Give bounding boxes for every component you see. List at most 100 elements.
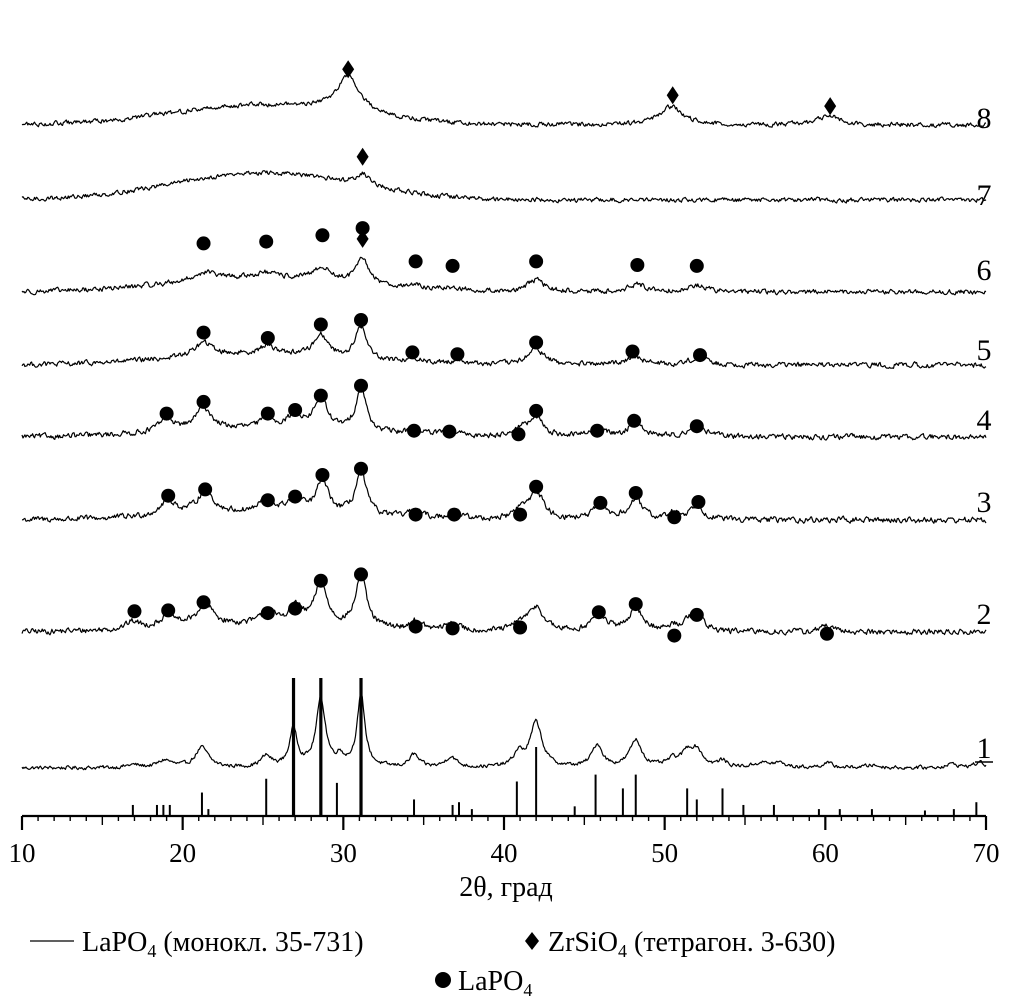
lapo4-circle-marker bbox=[196, 394, 211, 409]
x-tick-label: 30 bbox=[330, 838, 357, 868]
curve-label-4: 4 bbox=[977, 404, 992, 437]
x-tick-label: 70 bbox=[973, 838, 1000, 868]
zrsio4-diamond-marker bbox=[342, 60, 355, 79]
lapo4-circle-marker bbox=[354, 567, 369, 582]
peak-markers bbox=[127, 60, 837, 643]
zrsio4-diamond-marker bbox=[824, 97, 837, 116]
lapo4-circle-marker bbox=[513, 507, 528, 522]
lapo4-circle-marker bbox=[529, 335, 544, 350]
lapo4-circle-marker bbox=[288, 489, 303, 504]
lapo4-circle-marker bbox=[442, 424, 457, 439]
curve-6 bbox=[21, 256, 987, 296]
curve-label-6: 6 bbox=[977, 254, 992, 287]
lapo4-circle-marker bbox=[445, 258, 460, 273]
lapo4-circle-marker bbox=[288, 601, 303, 616]
curve-label-1: 1 bbox=[977, 732, 992, 765]
curve-label-3: 3 bbox=[977, 486, 992, 519]
lapo4-circle-marker bbox=[407, 423, 422, 438]
reference-sticks bbox=[131, 678, 978, 816]
lapo4-circle-marker bbox=[625, 344, 640, 359]
lapo4-circle-marker bbox=[260, 493, 275, 508]
lapo4-circle-marker bbox=[513, 620, 528, 635]
curve-4 bbox=[21, 387, 987, 441]
lapo4-circle-marker bbox=[161, 488, 176, 503]
lapo4-circle-marker bbox=[354, 378, 369, 393]
lapo4-circle-marker bbox=[127, 604, 142, 619]
lapo4-circle-marker bbox=[161, 603, 176, 618]
x-axis bbox=[20, 814, 988, 830]
lapo4-circle-marker bbox=[628, 597, 643, 612]
lapo4-circle-marker bbox=[354, 313, 369, 327]
lapo4-circle-marker bbox=[260, 606, 275, 621]
lapo4-circle-marker bbox=[529, 479, 544, 494]
lapo4-circle-marker bbox=[196, 595, 211, 610]
lapo4-circle-marker bbox=[315, 228, 330, 243]
lapo4-circle-marker bbox=[260, 406, 275, 421]
x-tick-label: 40 bbox=[491, 838, 518, 868]
lapo4-circle-marker bbox=[593, 495, 608, 510]
lapo4-circle-marker bbox=[260, 331, 275, 345]
lapo4-circle-marker bbox=[288, 403, 303, 417]
zrsio4-diamond-marker bbox=[666, 86, 679, 105]
curves bbox=[21, 73, 987, 771]
zrsio4-diamond-marker bbox=[356, 147, 369, 166]
legend-circle-label: LaPO bbox=[458, 966, 523, 997]
legend-diamond-icon bbox=[525, 932, 539, 950]
curve-label-2: 2 bbox=[977, 598, 992, 631]
lapo4-circle-marker bbox=[689, 607, 704, 622]
legend-diamond-text: ZrSiO4 (тетрагон. 3-630) bbox=[548, 927, 835, 961]
lapo4-circle-marker bbox=[591, 605, 606, 620]
lapo4-circle-marker bbox=[259, 234, 274, 249]
lapo4-circle-marker bbox=[159, 406, 174, 421]
x-tick-label: 20 bbox=[169, 838, 196, 868]
legend: LaPO4 (монокл. 35-731) ZrSiO4 (тетрагон.… bbox=[30, 927, 835, 1000]
lapo4-circle-marker bbox=[313, 573, 328, 588]
lapo4-circle-marker bbox=[450, 347, 465, 362]
lapo4-circle-marker bbox=[689, 419, 704, 434]
lapo4-circle-marker bbox=[819, 626, 834, 641]
legend-circle-icon bbox=[435, 972, 451, 988]
lapo4-circle-marker bbox=[196, 325, 211, 340]
lapo4-circle-marker bbox=[667, 628, 682, 643]
lapo4-circle-marker bbox=[590, 423, 605, 438]
lapo4-circle-marker bbox=[529, 254, 544, 269]
lapo4-circle-marker bbox=[445, 621, 460, 636]
x-axis-title: 2θ, град bbox=[459, 872, 553, 903]
x-tick-label: 10 bbox=[9, 838, 36, 868]
lapo4-circle-marker bbox=[630, 258, 645, 272]
curve-label-5: 5 bbox=[977, 334, 992, 367]
legend-diamond-desc: (тетрагон. 3-630) bbox=[627, 927, 835, 958]
lapo4-circle-marker bbox=[198, 482, 213, 497]
curve-label-8: 8 bbox=[977, 102, 992, 135]
curve-label-7: 7 bbox=[977, 179, 992, 212]
legend-line-desc: (монокл. 35-731) bbox=[156, 927, 363, 958]
lapo4-circle-marker bbox=[315, 468, 330, 482]
lapo4-circle-marker bbox=[447, 507, 462, 522]
legend-circle-sub: 4 bbox=[523, 980, 532, 1000]
lapo4-circle-marker bbox=[355, 221, 370, 236]
x-tick-label: 50 bbox=[651, 838, 678, 868]
legend-line-label: LaPO bbox=[82, 927, 147, 958]
legend-line-sub: 4 bbox=[147, 941, 156, 961]
lapo4-circle-marker bbox=[667, 510, 682, 525]
x-tick-label: 60 bbox=[812, 838, 839, 868]
lapo4-circle-marker bbox=[408, 507, 423, 522]
curve-3 bbox=[21, 466, 987, 524]
lapo4-circle-marker bbox=[405, 345, 420, 360]
lapo4-circle-marker bbox=[691, 495, 706, 509]
legend-circle-text: LaPO4 bbox=[458, 966, 532, 1000]
curve-5 bbox=[21, 325, 987, 369]
curve-1 bbox=[21, 692, 987, 771]
lapo4-circle-marker bbox=[529, 403, 544, 418]
curve-8 bbox=[21, 73, 987, 129]
lapo4-circle-marker bbox=[354, 461, 369, 476]
legend-line-text: LaPO4 (монокл. 35-731) bbox=[82, 927, 364, 961]
lapo4-circle-marker bbox=[196, 236, 211, 251]
x-tick-labels: 10 20 30 40 50 60 70 bbox=[9, 838, 1000, 868]
lapo4-circle-marker bbox=[627, 413, 642, 428]
lapo4-circle-marker bbox=[628, 486, 643, 500]
curve-labels: 1 2 3 4 5 6 7 8 bbox=[975, 102, 993, 765]
legend-diamond-label: ZrSiO bbox=[548, 927, 618, 958]
lapo4-circle-marker bbox=[689, 258, 704, 273]
